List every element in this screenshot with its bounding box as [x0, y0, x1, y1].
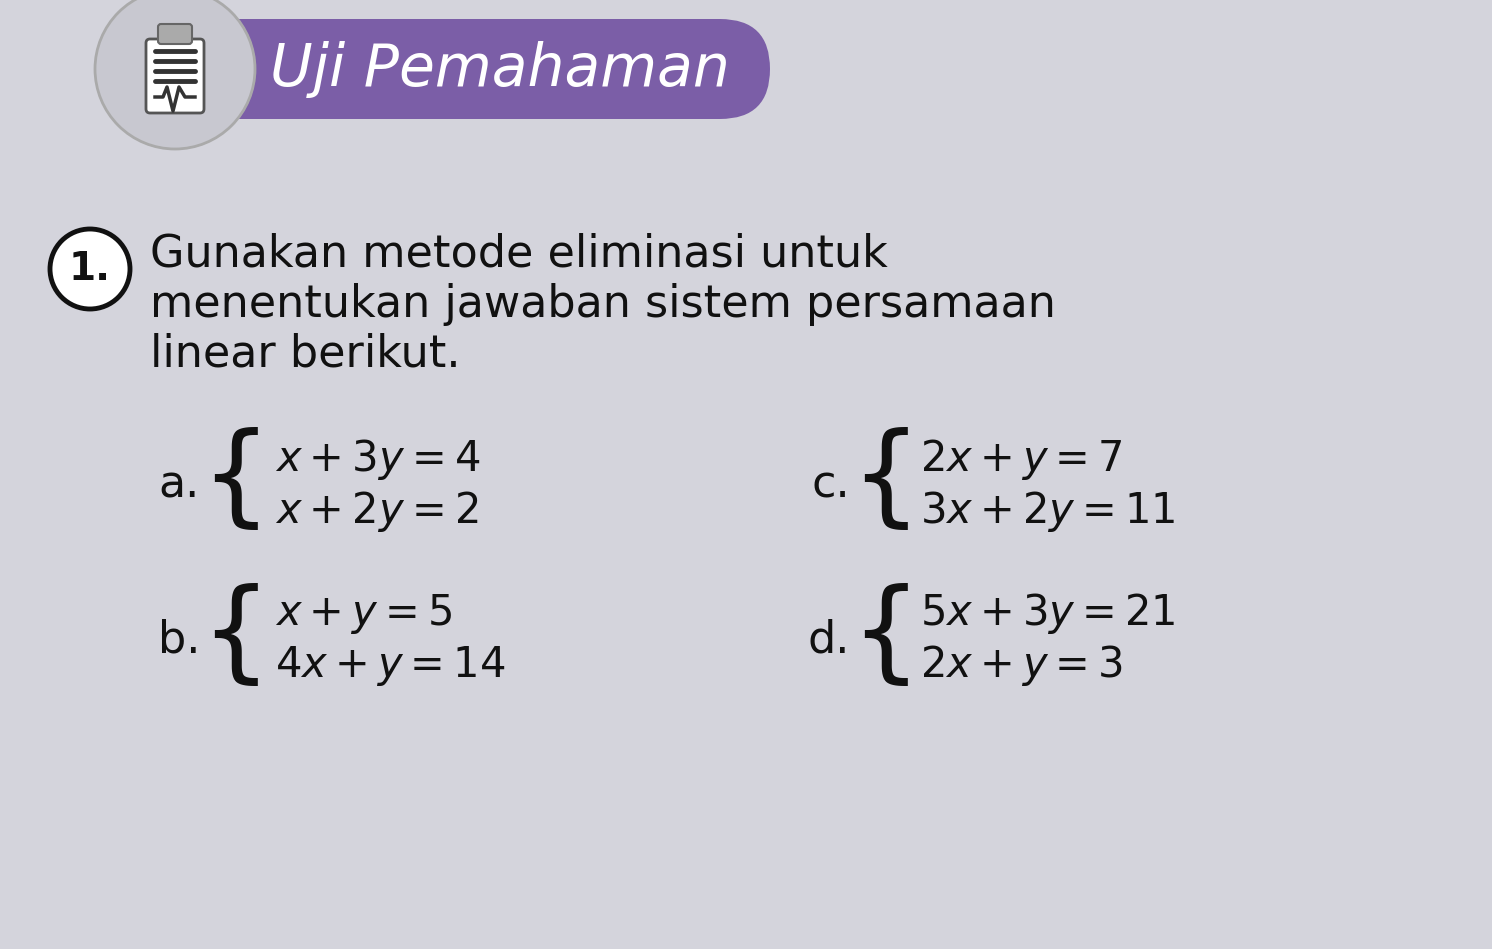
Text: $x + 2y = 2$: $x + 2y = 2$ [275, 489, 479, 533]
Text: menentukan jawaban sistem persamaan: menentukan jawaban sistem persamaan [151, 283, 1056, 326]
Text: $5x + 3y = 21$: $5x + 3y = 21$ [921, 591, 1176, 637]
Text: 1.: 1. [69, 250, 110, 288]
Text: $x + y = 5$: $x + y = 5$ [275, 592, 452, 636]
Text: linear berikut.: linear berikut. [151, 332, 461, 376]
Text: d.: d. [807, 619, 850, 661]
Text: $3x + 2y = 11$: $3x + 2y = 11$ [921, 489, 1176, 533]
Text: $2x + y = 3$: $2x + y = 3$ [921, 643, 1123, 689]
Text: {: { [200, 427, 270, 534]
Text: {: { [200, 583, 270, 690]
Circle shape [51, 229, 130, 309]
Text: $2x + y = 7$: $2x + y = 7$ [921, 437, 1123, 481]
Text: b.: b. [158, 619, 200, 661]
Text: $4x + y = 14$: $4x + y = 14$ [275, 644, 506, 688]
Text: $x + 3y = 4$: $x + 3y = 4$ [275, 437, 480, 481]
Text: Gunakan metode eliminasi untuk: Gunakan metode eliminasi untuk [151, 233, 888, 275]
FancyBboxPatch shape [170, 19, 770, 119]
Text: a.: a. [158, 463, 200, 507]
FancyBboxPatch shape [158, 24, 192, 44]
Text: c.: c. [812, 463, 850, 507]
FancyBboxPatch shape [146, 39, 204, 113]
Text: Uji Pemahaman: Uji Pemahaman [270, 41, 730, 98]
Text: {: { [849, 583, 921, 690]
Text: {: { [849, 427, 921, 534]
Circle shape [95, 0, 255, 149]
